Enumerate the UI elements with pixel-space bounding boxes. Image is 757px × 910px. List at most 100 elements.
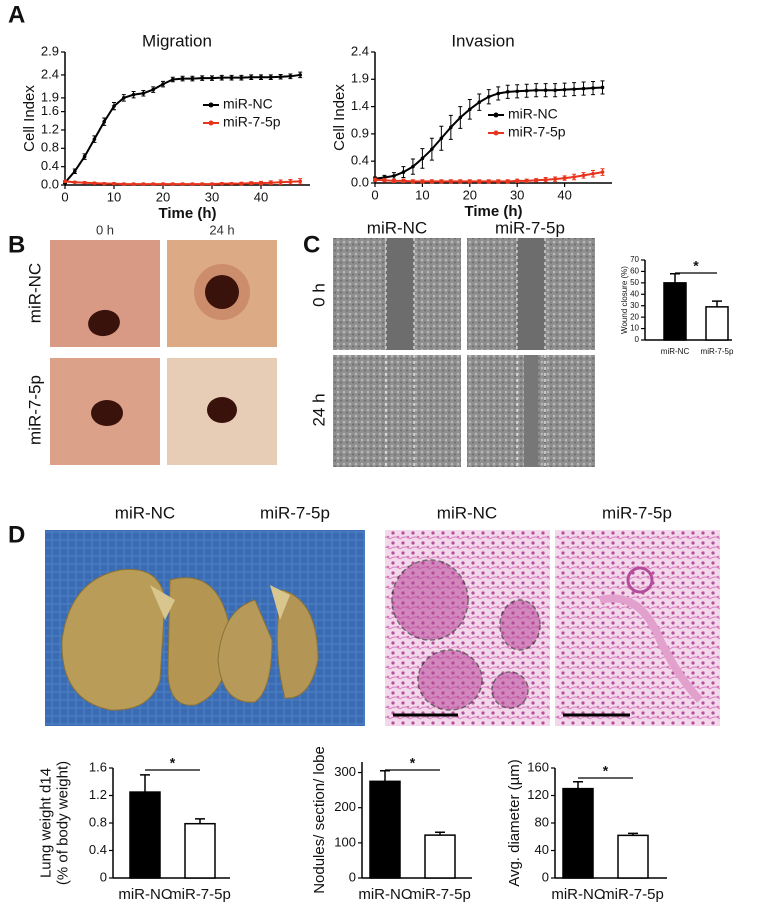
y-axis-label: Lung weight d14 (37, 768, 54, 878)
point (543, 88, 548, 93)
point (562, 176, 567, 180)
point (572, 175, 576, 179)
point (269, 75, 273, 80)
point (420, 179, 425, 184)
significance-label: * (603, 763, 609, 779)
significance-label: * (693, 258, 699, 274)
x-tick-label: miR-7-5p (701, 347, 734, 356)
point (288, 179, 293, 184)
panel-label: A (8, 1, 25, 28)
point (477, 179, 482, 184)
photo-label: miR-NC (115, 503, 175, 522)
y-tick-label: 300 (334, 764, 356, 779)
y-tick-label: 0.8 (41, 140, 59, 155)
legend-label: miR-7-5p (223, 114, 281, 130)
x-tick-label: miR-NC (661, 347, 690, 356)
y-tick-label: 2.9 (41, 43, 59, 58)
point (229, 181, 234, 186)
point (515, 179, 519, 183)
point (190, 182, 195, 186)
point (190, 76, 195, 81)
x-tick-label: miR-7-5p (169, 886, 231, 903)
point (534, 88, 538, 93)
lung-photo (45, 530, 365, 726)
point (269, 180, 273, 185)
y-tick-label: 160 (527, 759, 549, 774)
y-tick-label: 0 (100, 869, 107, 884)
histology-photos (385, 530, 720, 726)
point (591, 86, 595, 90)
y-tick-label: 0 (349, 869, 356, 884)
x-tick-label: 0 (371, 187, 378, 202)
x-tick-label: miR-NC (358, 886, 411, 903)
point (73, 180, 77, 185)
point (298, 179, 303, 184)
point (496, 179, 501, 184)
point (92, 137, 97, 141)
point (515, 89, 519, 94)
y-tick-label: 0.4 (351, 153, 369, 168)
y-tick-label: 1.6 (41, 103, 59, 118)
y-axis-label: Avg. diameter (µm) (506, 759, 523, 887)
bar (617, 834, 649, 879)
point (373, 177, 377, 182)
point (449, 179, 453, 184)
x-tick-label: miR-7-5p (409, 886, 471, 903)
y-tick-label: 80 (535, 814, 549, 829)
y-tick-label: 1.9 (351, 71, 369, 86)
error-bar (670, 272, 680, 283)
y-tick-label: 0.8 (89, 814, 107, 829)
y-axis-label: Cell Index (331, 84, 348, 151)
point (439, 179, 444, 184)
bar (424, 834, 456, 879)
point (220, 75, 224, 80)
y-tick-label: 40 (535, 842, 549, 857)
point (63, 179, 67, 184)
point (161, 182, 165, 186)
y-tick-label: 1.2 (89, 787, 107, 802)
point (249, 75, 253, 80)
point (411, 179, 415, 184)
legend-label: miR-NC (508, 106, 558, 122)
panel-label: C (303, 231, 320, 258)
bar (705, 306, 729, 341)
point (82, 180, 87, 185)
x-axis-label: Time (h) (464, 203, 522, 220)
point (180, 182, 185, 186)
point (131, 182, 136, 186)
chart-title: Invasion (451, 31, 514, 50)
legend-label: miR-7-5p (508, 124, 566, 140)
point (449, 125, 453, 130)
point (288, 74, 293, 79)
x-tick-label: miR-7-5p (602, 886, 664, 903)
point (430, 147, 434, 151)
legend-marker (493, 130, 499, 136)
column-label: 24 h (209, 222, 234, 237)
point (392, 179, 396, 183)
significance-label: * (410, 755, 416, 771)
y-tick-label: 0 (635, 335, 640, 344)
x-tick-label: 40 (254, 189, 268, 204)
point (180, 76, 185, 81)
legend-marker (208, 102, 214, 108)
row-label: 0 h (309, 283, 328, 307)
photo-label: miR-7-5p (602, 503, 672, 522)
bar (184, 822, 216, 879)
legend-marker (208, 120, 214, 126)
point (82, 154, 87, 159)
point (171, 182, 175, 186)
photo-label: miR-7-5p (260, 503, 330, 522)
legend-label: miR-NC (223, 96, 273, 112)
y-tick-label: 60 (630, 267, 639, 276)
y-tick-label: 0.9 (351, 125, 369, 140)
point (102, 181, 106, 186)
y-tick-label: 40 (630, 289, 639, 298)
column-label: 0 h (96, 222, 114, 237)
point (161, 82, 165, 86)
panel-label: B (8, 231, 25, 258)
point (486, 94, 491, 99)
y-tick-label: 0.0 (41, 176, 59, 191)
point (553, 177, 557, 181)
point (122, 96, 126, 100)
